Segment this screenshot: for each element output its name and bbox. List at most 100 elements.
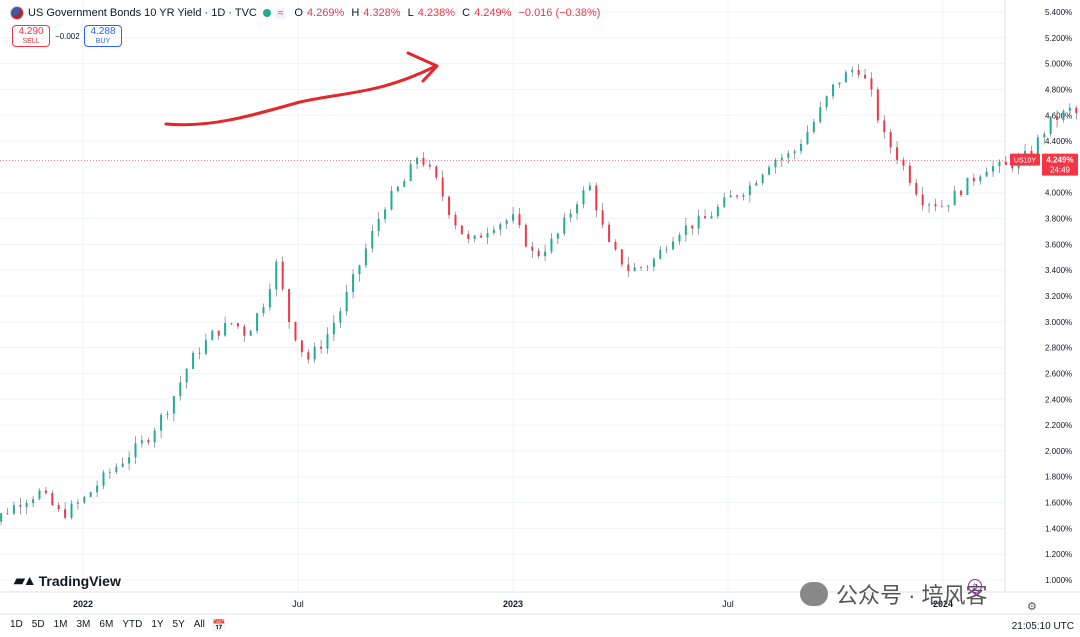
candle-body <box>448 196 451 215</box>
candle-body <box>588 185 591 191</box>
candle-body <box>1068 107 1071 111</box>
candle-body <box>320 346 323 349</box>
us-flag-icon <box>10 6 24 20</box>
candle-body <box>211 330 214 341</box>
candle-body <box>998 161 1001 167</box>
candle-body <box>512 214 515 221</box>
candle-body <box>409 164 412 181</box>
symbol-tag: US10Y <box>1014 158 1037 165</box>
candle-body <box>614 241 617 250</box>
candle-body <box>268 289 271 308</box>
candle-body <box>832 84 835 97</box>
range-3m[interactable]: 3M <box>76 619 91 630</box>
buy-price: 4.288 <box>90 26 116 37</box>
range-1d[interactable]: 1D <box>10 619 23 630</box>
sell-label: SELL <box>22 38 40 45</box>
y-tick-label: 3.400% <box>1045 266 1072 275</box>
candle-body <box>224 323 227 336</box>
candle-body <box>979 176 982 182</box>
tradingview-logo[interactable]: ▰▲ TradingView <box>14 572 121 589</box>
candle-body <box>230 323 233 324</box>
buy-label: BUY <box>95 38 111 45</box>
candle-body <box>147 440 150 443</box>
symbol-title[interactable]: US Government Bonds 10 YR Yield · 1D · T… <box>28 7 257 19</box>
date-range-icon[interactable]: 📅 <box>212 620 226 632</box>
y-tick-label: 4.000% <box>1045 189 1072 198</box>
candle-body <box>672 241 675 250</box>
candle-body <box>755 182 758 186</box>
candle-body <box>262 307 265 314</box>
range-5d[interactable]: 5D <box>31 619 45 630</box>
wave-icon[interactable]: ≈ <box>274 7 287 19</box>
candle-body <box>236 323 239 327</box>
candle-body <box>25 503 28 507</box>
sell-button[interactable]: 4.290 SELL <box>12 25 50 47</box>
tradingview-logo-icon: ▰▲ <box>14 572 37 588</box>
candle-body <box>800 143 803 152</box>
candle-body <box>646 266 649 268</box>
candle-body <box>108 471 111 473</box>
x-tick-label: 2023 <box>503 599 523 609</box>
x-tick-label: Jul <box>722 599 734 609</box>
candle-body <box>390 190 393 210</box>
settings-icon[interactable]: ⚙ <box>1027 601 1037 613</box>
chart-header: US Government Bonds 10 YR Yield · 1D · T… <box>10 6 604 20</box>
brand-name: TradingView <box>38 572 121 589</box>
candle-body <box>134 443 137 458</box>
candle-body <box>531 246 534 251</box>
candle-body <box>249 330 252 336</box>
candle-body <box>70 503 73 518</box>
candle-body <box>160 414 163 431</box>
candle-body <box>198 352 201 354</box>
candle-body <box>102 472 105 486</box>
candle-body <box>665 249 668 251</box>
lightning-icon[interactable]: ϟ <box>968 579 982 593</box>
range-5y[interactable]: 5Y <box>172 619 185 630</box>
candle-body <box>326 334 329 349</box>
candle-body <box>12 505 15 514</box>
y-tick-label: 1.000% <box>1045 576 1072 585</box>
candle-body <box>505 220 508 225</box>
candle-body <box>51 492 54 505</box>
candle-body <box>896 147 899 160</box>
candle-body <box>64 509 67 518</box>
candle-body <box>710 216 713 219</box>
open-label: O <box>294 7 303 19</box>
x-tick-label: 2022 <box>73 599 93 609</box>
y-tick-label: 2.400% <box>1045 395 1072 404</box>
candle-body <box>83 496 86 503</box>
candle-body <box>371 230 374 249</box>
range-all[interactable]: All <box>193 619 205 630</box>
candle-body <box>428 164 431 167</box>
watermark-text: 公众号 · 培风客 <box>836 583 988 608</box>
candle-body <box>486 232 489 238</box>
range-1m[interactable]: 1M <box>53 619 68 630</box>
y-tick-label: 2.600% <box>1045 369 1072 378</box>
candle-body <box>524 225 527 247</box>
candle-body <box>659 249 662 259</box>
buy-button[interactable]: 4.288 BUY <box>84 25 122 47</box>
candle-body <box>684 225 687 235</box>
candle-body <box>640 267 643 268</box>
candle-body <box>780 157 783 161</box>
y-tick-label: 3.800% <box>1045 215 1072 224</box>
candle-body <box>307 352 310 360</box>
y-tick-label: 1.800% <box>1045 473 1072 482</box>
candle-body <box>275 261 278 290</box>
range-ytd[interactable]: YTD <box>122 619 143 630</box>
market-status-icon <box>262 9 271 17</box>
candle-body <box>300 340 303 353</box>
range-6m[interactable]: 6M <box>99 619 114 630</box>
annotation-arrow-head <box>406 51 439 83</box>
candle-body <box>166 413 169 415</box>
range-1y[interactable]: 1Y <box>151 619 164 630</box>
candle-body <box>972 177 975 182</box>
candle-body <box>364 248 367 266</box>
y-tick-label: 5.200% <box>1045 34 1072 43</box>
candle-body <box>384 209 387 220</box>
candle-body <box>128 457 131 464</box>
candle-body <box>0 513 3 522</box>
candle-body <box>857 69 860 75</box>
candle-body <box>192 352 195 369</box>
